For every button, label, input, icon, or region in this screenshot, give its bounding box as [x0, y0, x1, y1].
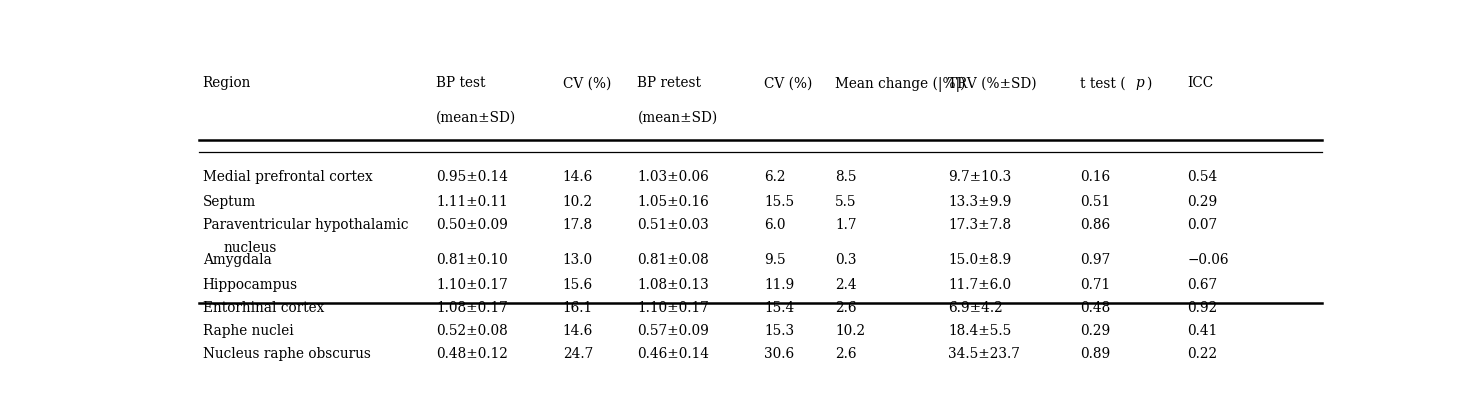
- Text: nucleus: nucleus: [224, 241, 278, 255]
- Text: 5.5: 5.5: [835, 194, 856, 208]
- Text: 14.6: 14.6: [562, 324, 594, 338]
- Text: p: p: [1135, 76, 1144, 90]
- Text: 1.11±0.11: 1.11±0.11: [436, 194, 508, 208]
- Text: CV (%): CV (%): [764, 76, 812, 90]
- Text: 9.7±10.3: 9.7±10.3: [948, 170, 1011, 184]
- Text: 1.7: 1.7: [835, 218, 856, 232]
- Text: Medial prefrontal cortex: Medial prefrontal cortex: [203, 170, 372, 184]
- Text: 1.05±0.16: 1.05±0.16: [638, 194, 709, 208]
- Text: t test (: t test (: [1080, 76, 1126, 90]
- Text: 15.4: 15.4: [764, 301, 794, 315]
- Text: 0.22: 0.22: [1187, 347, 1217, 361]
- Text: 15.6: 15.6: [562, 278, 592, 292]
- Text: 17.3±7.8: 17.3±7.8: [948, 218, 1011, 232]
- Text: −0.06: −0.06: [1187, 253, 1229, 267]
- Text: 6.9±4.2: 6.9±4.2: [948, 301, 1003, 315]
- Text: BP retest: BP retest: [638, 76, 702, 90]
- Text: 0.3: 0.3: [835, 253, 856, 267]
- Text: TRV (%±SD): TRV (%±SD): [948, 76, 1037, 90]
- Text: 0.51: 0.51: [1080, 194, 1110, 208]
- Text: 0.07: 0.07: [1187, 218, 1217, 232]
- Text: 0.86: 0.86: [1080, 218, 1110, 232]
- Text: 11.7±6.0: 11.7±6.0: [948, 278, 1011, 292]
- Text: 6.0: 6.0: [764, 218, 785, 232]
- Text: 9.5: 9.5: [764, 253, 785, 267]
- Text: 2.4: 2.4: [835, 278, 856, 292]
- Text: 1.10±0.17: 1.10±0.17: [436, 278, 508, 292]
- Text: 30.6: 30.6: [764, 347, 794, 361]
- Text: ICC: ICC: [1187, 76, 1214, 90]
- Text: 0.67: 0.67: [1187, 278, 1217, 292]
- Text: 0.41: 0.41: [1187, 324, 1217, 338]
- Text: Region: Region: [203, 76, 251, 90]
- Text: 0.71: 0.71: [1080, 278, 1110, 292]
- Text: 0.81±0.10: 0.81±0.10: [436, 253, 508, 267]
- Text: 13.3±9.9: 13.3±9.9: [948, 194, 1012, 208]
- Text: 34.5±23.7: 34.5±23.7: [948, 347, 1020, 361]
- Text: 8.5: 8.5: [835, 170, 856, 184]
- Text: 6.2: 6.2: [764, 170, 785, 184]
- Text: 0.52±0.08: 0.52±0.08: [436, 324, 508, 338]
- Text: 0.95±0.14: 0.95±0.14: [436, 170, 508, 184]
- Text: 1.10±0.17: 1.10±0.17: [638, 301, 709, 315]
- Text: 0.29: 0.29: [1187, 194, 1217, 208]
- Text: 16.1: 16.1: [562, 301, 592, 315]
- Text: 0.29: 0.29: [1080, 324, 1110, 338]
- Text: 0.89: 0.89: [1080, 347, 1110, 361]
- Text: Raphe nuclei: Raphe nuclei: [203, 324, 294, 338]
- Text: 0.81±0.08: 0.81±0.08: [638, 253, 709, 267]
- Text: CV (%): CV (%): [562, 76, 611, 90]
- Text: 0.50±0.09: 0.50±0.09: [436, 218, 508, 232]
- Text: Hippocampus: Hippocampus: [203, 278, 298, 292]
- Text: 0.46±0.14: 0.46±0.14: [638, 347, 709, 361]
- Text: 10.2: 10.2: [562, 194, 592, 208]
- Text: 13.0: 13.0: [562, 253, 592, 267]
- Text: 0.51±0.03: 0.51±0.03: [638, 218, 709, 232]
- Text: 0.48±0.12: 0.48±0.12: [436, 347, 508, 361]
- Text: 17.8: 17.8: [562, 218, 592, 232]
- Text: Nucleus raphe obscurus: Nucleus raphe obscurus: [203, 347, 371, 361]
- Text: 0.16: 0.16: [1080, 170, 1110, 184]
- Text: 14.6: 14.6: [562, 170, 594, 184]
- Text: 11.9: 11.9: [764, 278, 794, 292]
- Text: 0.57±0.09: 0.57±0.09: [638, 324, 709, 338]
- Text: 0.97: 0.97: [1080, 253, 1110, 267]
- Text: 2.6: 2.6: [835, 301, 856, 315]
- Text: ): ): [1146, 76, 1152, 90]
- Text: 10.2: 10.2: [835, 324, 865, 338]
- Text: 1.08±0.13: 1.08±0.13: [638, 278, 709, 292]
- Text: BP test: BP test: [436, 76, 485, 90]
- Text: Amygdala: Amygdala: [203, 253, 272, 267]
- Text: 15.3: 15.3: [764, 324, 794, 338]
- Text: 2.6: 2.6: [835, 347, 856, 361]
- Text: Paraventricular hypothalamic: Paraventricular hypothalamic: [203, 218, 408, 232]
- Text: (mean±SD): (mean±SD): [436, 110, 516, 124]
- Text: 0.92: 0.92: [1187, 301, 1217, 315]
- Text: 0.54: 0.54: [1187, 170, 1217, 184]
- Text: 15.0±8.9: 15.0±8.9: [948, 253, 1011, 267]
- Text: 1.03±0.06: 1.03±0.06: [638, 170, 709, 184]
- Text: 0.48: 0.48: [1080, 301, 1110, 315]
- Text: 18.4±5.5: 18.4±5.5: [948, 324, 1011, 338]
- Text: 15.5: 15.5: [764, 194, 794, 208]
- Text: 24.7: 24.7: [562, 347, 594, 361]
- Text: (mean±SD): (mean±SD): [638, 110, 718, 124]
- Text: Septum: Septum: [203, 194, 257, 208]
- Text: Entorhinal cortex: Entorhinal cortex: [203, 301, 324, 315]
- Text: 1.08±0.17: 1.08±0.17: [436, 301, 508, 315]
- Text: Mean change (|%|): Mean change (|%|): [835, 76, 966, 92]
